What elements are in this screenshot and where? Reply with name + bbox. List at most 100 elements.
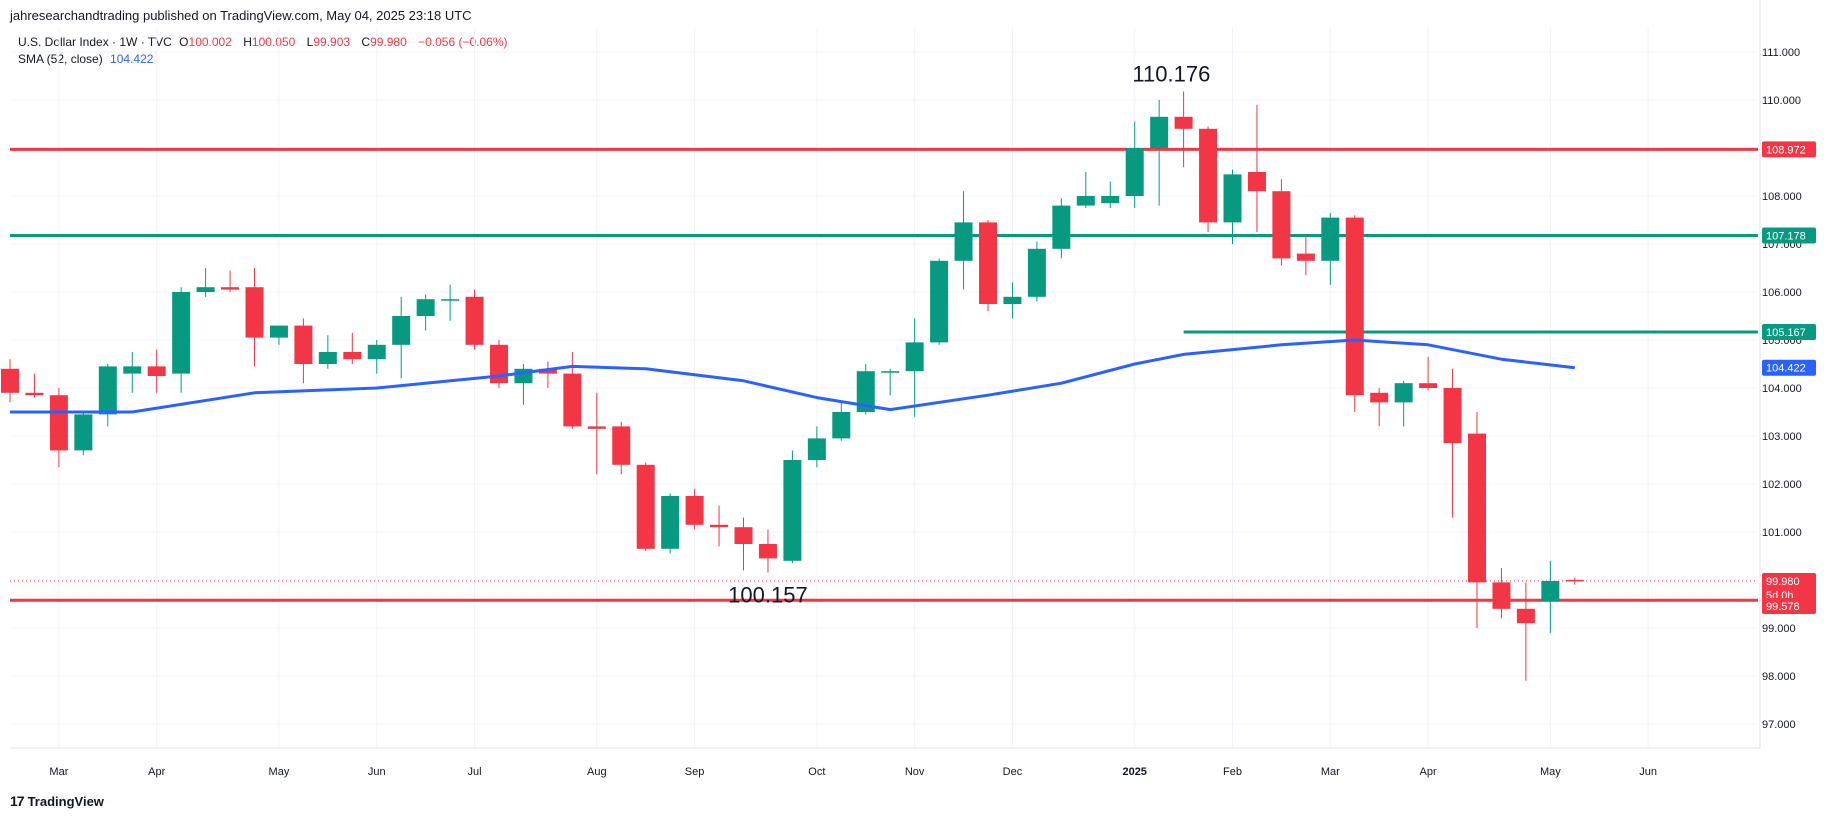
symbol-label[interactable]: U.S. Dollar Index · 1W · TVC: [18, 35, 172, 49]
open-label: O: [179, 35, 189, 49]
candle: [807, 426, 826, 468]
high-label: H: [243, 35, 252, 49]
candle-body: [172, 292, 191, 374]
candle: [685, 488, 704, 530]
candle-body: [196, 287, 215, 292]
candle: [74, 412, 93, 456]
candle-body: [905, 342, 924, 372]
candle-body: [1052, 205, 1071, 249]
resistance-high-badge-bg: [1762, 141, 1816, 158]
sma-legend: SMA (52, close) 104.422: [18, 52, 157, 66]
candle-body: [1272, 191, 1291, 259]
last-price-badge-bg: [1762, 572, 1816, 603]
candle: [172, 287, 191, 393]
candle-body: [930, 260, 949, 343]
candle: [1052, 198, 1071, 259]
candle: [538, 361, 557, 388]
candle: [343, 332, 362, 364]
candle: [49, 388, 68, 468]
candle: [1321, 212, 1340, 285]
candle: [930, 258, 949, 345]
candle: [587, 392, 606, 475]
x-tick-label: May: [1540, 766, 1561, 778]
candle: [612, 421, 631, 475]
candle-body: [25, 392, 44, 396]
candle: [318, 335, 337, 369]
y-tick-label: 111.000: [1762, 47, 1800, 59]
candle: [1272, 179, 1291, 266]
candle-body: [710, 524, 729, 528]
support-low-badge-bg: [1762, 598, 1816, 615]
candle: [1101, 181, 1120, 208]
resistance-high-badge: 108.972: [1762, 141, 1816, 158]
tradingview-logo[interactable]: 17 TradingView: [10, 793, 104, 809]
candle: [1247, 104, 1266, 232]
candle-body: [221, 287, 240, 290]
x-tick-label: Jun: [368, 766, 386, 778]
candle: [1076, 172, 1095, 208]
candle-body: [1125, 148, 1144, 196]
candle-body: [881, 371, 900, 373]
y-tick-label: 108.000: [1762, 191, 1802, 203]
candle-body: [1321, 217, 1340, 261]
sma-label[interactable]: SMA (52, close): [18, 52, 103, 66]
candle: [392, 296, 411, 379]
sma-badge: 104.422: [1762, 359, 1816, 376]
x-tick-label: Jun: [1639, 766, 1657, 778]
candle-body: [367, 344, 386, 360]
candle-body: [734, 527, 753, 544]
candle: [1468, 412, 1486, 628]
price-chart[interactable]: 97.00098.00099.000100.000101.000102.0001…: [0, 0, 1835, 790]
candle-body: [1468, 433, 1486, 583]
support-mid-badge: 107.178: [1762, 227, 1816, 244]
x-tick-label: Feb: [1223, 766, 1242, 778]
candle: [245, 268, 264, 367]
candle: [881, 368, 900, 396]
sma-badge-bg: [1762, 359, 1816, 376]
ohlc-legend: U.S. Dollar Index · 1W · TVC O100.002 H1…: [18, 35, 512, 49]
y-tick-label: 102.000: [1762, 479, 1802, 491]
y-tick-label: 98.000: [1762, 671, 1796, 683]
last-price-badge-text: 99.980: [1766, 576, 1800, 588]
candle-body: [1492, 582, 1511, 609]
candle-body: [1516, 608, 1535, 624]
candle-body: [661, 496, 680, 549]
candle-body: [612, 426, 631, 465]
candle: [147, 349, 166, 393]
candle-body: [343, 352, 362, 360]
candle: [1345, 215, 1364, 412]
candle: [123, 352, 142, 393]
candle: [905, 318, 924, 417]
candle-body: [98, 366, 117, 415]
candle: [441, 284, 460, 321]
x-tick-label: Aug: [587, 766, 607, 778]
tradingview-logo-icon: 17: [10, 793, 25, 809]
candle-body: [1199, 128, 1218, 223]
x-tick-label: Apr: [148, 766, 165, 778]
candle-body: [856, 371, 875, 412]
candle-body: [1394, 383, 1413, 403]
candle-body: [147, 366, 166, 376]
candle-body: [392, 316, 411, 345]
candle-body: [563, 373, 582, 427]
candle: [1394, 380, 1413, 427]
candle-body: [783, 460, 802, 561]
candle: [1296, 234, 1315, 276]
candle-body: [1003, 296, 1022, 304]
candle: [1516, 582, 1535, 681]
x-tick-label: Mar: [49, 766, 68, 778]
sma-line: [10, 338, 1575, 414]
candle: [465, 289, 484, 350]
x-tick-label: Nov: [905, 766, 925, 778]
candle: [1370, 388, 1389, 427]
candle: [1443, 368, 1462, 518]
support-upper-badge: 105.167: [1762, 323, 1816, 340]
candle-body: [807, 438, 826, 460]
candle-body: [954, 222, 973, 261]
candle: [514, 364, 533, 405]
candle-body: [490, 344, 508, 384]
y-tick-label: 99.000: [1762, 623, 1796, 635]
candle: [1174, 91, 1193, 168]
candle-body: [685, 496, 704, 525]
candle: [269, 325, 288, 345]
